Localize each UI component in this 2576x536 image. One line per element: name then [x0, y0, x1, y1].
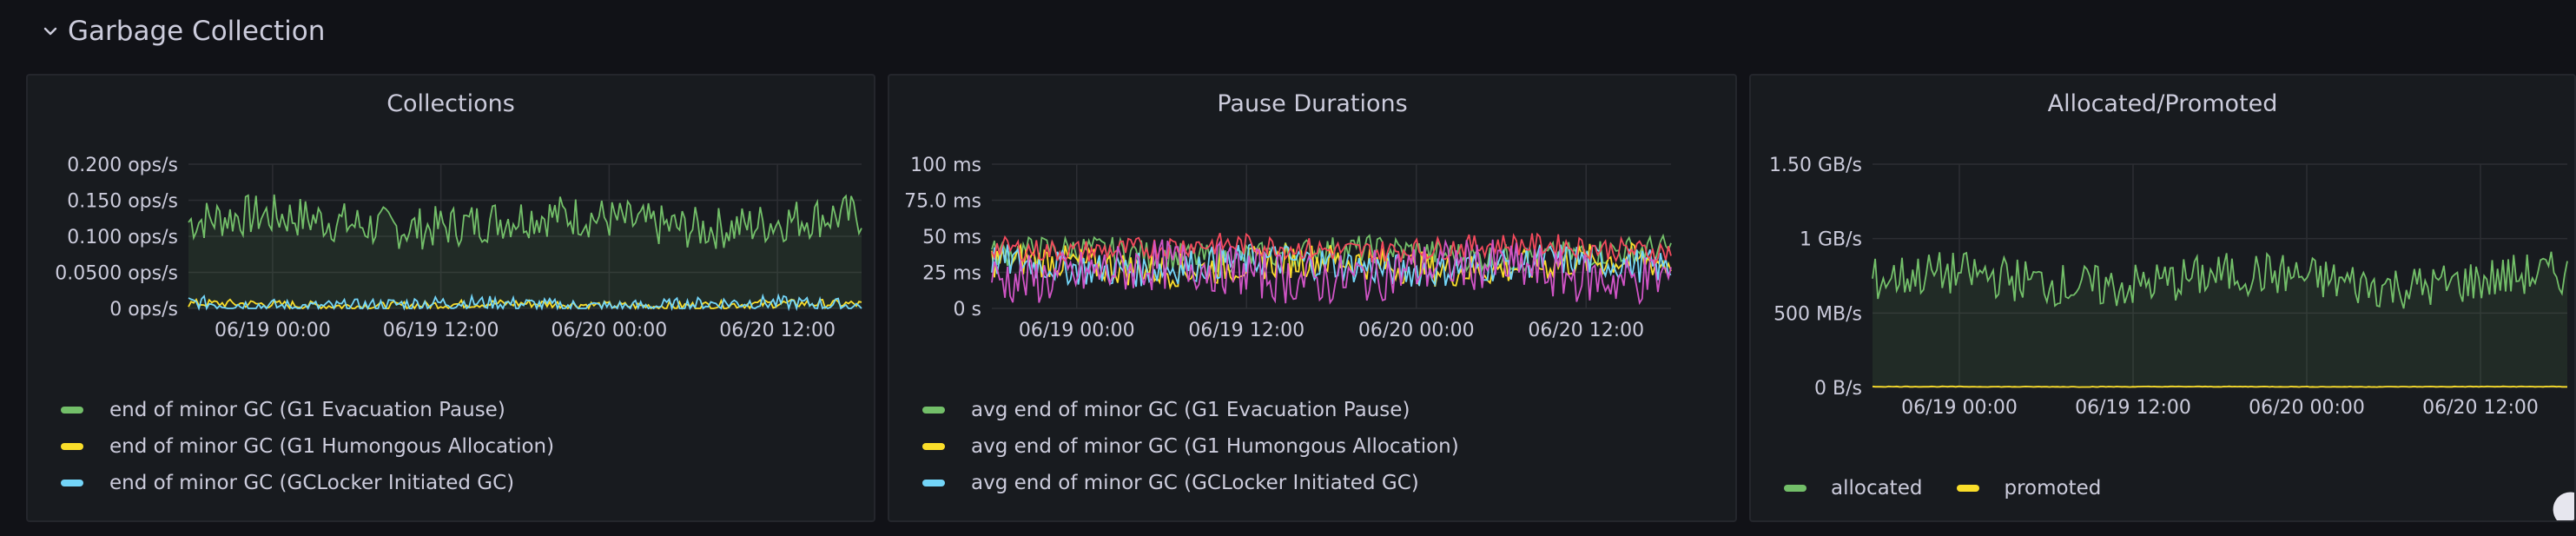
series-line: [188, 293, 862, 312]
y-tick-label: 0.150 ops/s: [67, 191, 178, 213]
legend-swatch: [61, 443, 83, 450]
chart-collections[interactable]: 0.200 ops/s 0.150 ops/s 0.100 ops/s 0.0500 …: [28, 76, 875, 362]
row-title: Garbage Collection: [68, 16, 326, 47]
legend-label: avg end of minor GC (G1 Evacuation Pause…: [971, 399, 1410, 421]
x-tick-label: 06/19 00:00: [215, 320, 331, 341]
legend-label: avg end of minor GC (GCLocker Initiated …: [971, 472, 1419, 494]
x-tick-label: 06/19 12:00: [383, 320, 499, 341]
legend-label: promoted: [2004, 477, 2102, 500]
legend-label: avg end of minor GC (G1 Humongous Alloca…: [971, 435, 1459, 458]
y-tick-label: 0.100 ops/s: [67, 227, 178, 248]
legend-label: allocated: [1831, 477, 1923, 500]
legend-label: end of minor GC (GCLocker Initiated GC): [109, 472, 515, 494]
x-tick-label: 06/19 00:00: [1901, 397, 2018, 419]
y-tick-label: 50 ms: [922, 227, 981, 248]
legend-item[interactable]: promoted: [1957, 470, 2101, 506]
legend: avg end of minor GC (G1 Evacuation Pause…: [922, 392, 1459, 501]
x-tick-label: 06/20 00:00: [551, 320, 667, 341]
legend: end of minor GC (G1 Evacuation Pause) en…: [61, 392, 554, 501]
legend-swatch: [61, 480, 83, 486]
legend-swatch: [61, 407, 83, 414]
legend-swatch: [922, 480, 945, 486]
panel-title: Collections: [386, 90, 515, 117]
chevron-down-icon[interactable]: [42, 23, 59, 40]
chart-pause-durations[interactable]: 100 ms 75.0 ms 50 ms 25 ms 0 s 06/19 00:00 06/…: [889, 76, 1737, 362]
y-tick-label: 0.200 ops/s: [67, 155, 178, 176]
y-tick-label: 100 ms: [910, 155, 981, 176]
x-tick-label: 06/19 12:00: [2075, 397, 2191, 419]
legend-item[interactable]: avg end of minor GC (G1 Evacuation Pause…: [922, 392, 1459, 428]
y-tick-label: 0 s: [954, 299, 981, 321]
legend-item[interactable]: avg end of minor GC (G1 Humongous Alloca…: [922, 428, 1459, 465]
legend-swatch: [922, 407, 945, 414]
panel-allocated-promoted: Allocated/Promoted 1.50 GB/s 1 GB/s 500 MB…: [1749, 74, 2576, 522]
y-tick-label: 0.0500 ops/s: [55, 263, 178, 285]
series-area: [1873, 251, 2567, 387]
series-line: [188, 194, 862, 250]
legend-label: end of minor GC (G1 Humongous Allocation…: [109, 435, 555, 458]
y-tick-label: 0 ops/s: [109, 299, 178, 321]
chart-allocated-promoted[interactable]: 1.50 GB/s 1 GB/s 500 MB/s 0 B/s 06/19 00:00 0…: [1751, 76, 2576, 440]
series-line: [991, 238, 1672, 306]
legend-item[interactable]: end of minor GC (G1 Humongous Allocation…: [61, 428, 554, 465]
legend-swatch: [1784, 485, 1807, 492]
legend: allocated promoted: [1784, 470, 2101, 506]
legend-swatch: [922, 443, 945, 450]
y-tick-label: 0 B/s: [1814, 378, 1862, 400]
x-tick-label: 06/20 00:00: [1358, 320, 1475, 341]
x-tick-label: 06/19 12:00: [1188, 320, 1305, 341]
series-area: [188, 195, 862, 308]
panel-pause-durations: Pause Durations 100 ms 75.0 ms 50 ms 25 ms 0…: [888, 74, 1737, 522]
y-tick-label: 1.50 GB/s: [1769, 155, 1862, 176]
y-tick-label: 500 MB/s: [1773, 303, 1862, 325]
series-line: [1872, 251, 2568, 309]
y-tick-label: 1 GB/s: [1800, 229, 1862, 251]
x-tick-label: 06/20 12:00: [1528, 320, 1644, 341]
legend-label: end of minor GC (G1 Evacuation Pause): [109, 399, 505, 421]
series-line: [991, 232, 1672, 265]
legend-item[interactable]: allocated: [1784, 470, 1922, 506]
y-tick-label: 25 ms: [922, 263, 981, 285]
panel-collections: Collections 0.200 ops/s 0.150 ops/s 0.100 …: [26, 74, 875, 522]
legend-item[interactable]: end of minor GC (GCLocker Initiated GC): [61, 465, 554, 501]
panel-title: Pause Durations: [1217, 90, 1408, 117]
legend-item[interactable]: avg end of minor GC (GCLocker Initiated …: [922, 465, 1459, 501]
y-tick-label: 75.0 ms: [904, 191, 981, 213]
row-header[interactable]: Garbage Collection: [42, 16, 325, 47]
x-tick-label: 06/20 12:00: [2422, 397, 2539, 419]
resize-handle-icon[interactable]: [2550, 486, 2574, 520]
x-tick-label: 06/19 00:00: [1019, 320, 1135, 341]
x-tick-label: 06/20 12:00: [719, 320, 836, 341]
x-tick-label: 06/20 00:00: [2249, 397, 2365, 419]
legend-swatch: [1957, 485, 1980, 492]
legend-item[interactable]: end of minor GC (G1 Evacuation Pause): [61, 392, 554, 428]
panel-title: Allocated/Promoted: [2047, 90, 2278, 117]
